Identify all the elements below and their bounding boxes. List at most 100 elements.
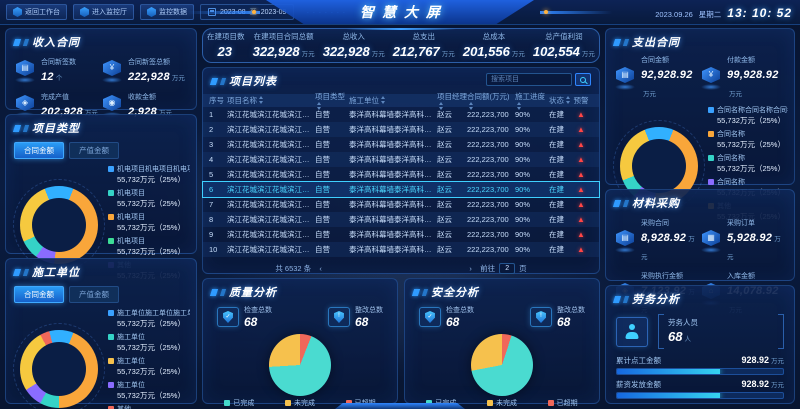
sort-icon[interactable]	[439, 101, 444, 110]
cell-status: 在建	[549, 155, 564, 164]
page-title: 智慧大屏	[360, 4, 448, 20]
title-mark-icon	[421, 288, 429, 296]
legend-label: 合同名称合同名称合同名...	[717, 107, 788, 114]
labor-summary: 劳务人员 68 人	[606, 310, 794, 351]
search-icon	[580, 76, 586, 83]
kpi-value: 92,928.92	[641, 69, 693, 81]
legend-item[interactable]: 施工单位 55,732万元（25%）	[108, 356, 190, 377]
column-header-amount[interactable]: 合同额(万元)	[467, 91, 515, 111]
sort-icon[interactable]	[566, 96, 571, 104]
title-mark-icon	[22, 124, 30, 132]
legend-item[interactable]: 施工单位 55,732万元（25%）	[108, 380, 190, 401]
legend-item[interactable]: 合同名称合同名称合同名... 55,732万元（25%）	[708, 105, 788, 126]
nav-button[interactable]: 进入监控厅	[73, 4, 134, 20]
table-row[interactable]: 3 滨江花城滨江花城滨江二期项... 自营 泰洋高科幕墙泰洋高科有限公... 赵…	[203, 137, 599, 152]
legend-label: 机电项目机电项目机电项...	[117, 166, 190, 173]
legend-item[interactable]: 未完成 15	[284, 398, 315, 409]
stat-label: 总支出	[412, 31, 436, 41]
cell-progress: 90%	[515, 185, 531, 194]
warning-icon: ▲	[577, 245, 585, 254]
cell-progress: 90%	[515, 110, 531, 119]
bar-value: 928.92	[741, 355, 769, 365]
date-end[interactable]: 2023-09	[260, 8, 287, 16]
sort-icon[interactable]	[381, 96, 386, 104]
cell-project-name: 滨江花城滨江花城滨江二期项...	[227, 185, 315, 194]
table-row[interactable]: 10 滨江花城滨江花城滨江二期项... 自营 泰洋高科幕墙泰洋高科有限公... …	[203, 242, 599, 257]
cell-construction-unit: 泰洋高科幕墙泰洋高科有限公...	[349, 155, 437, 164]
title-mark-icon	[219, 77, 227, 85]
legend-item[interactable]: 机电项目 55,732万元（25%）	[108, 236, 190, 257]
quality-pie-chart	[269, 334, 331, 396]
kpi-unit: 万元	[641, 236, 695, 261]
table-row[interactable]: 1 滨江花城滨江花城滨江二期项... 自营 泰洋高科幕墙泰洋高科有限公... 赵…	[203, 107, 599, 122]
page-jump-input[interactable]	[499, 262, 516, 274]
stat-chip: ! 整改总数 68	[328, 305, 383, 329]
sort-icon[interactable]	[317, 101, 322, 110]
sort-icon[interactable]	[517, 101, 522, 110]
tab-contract-amount[interactable]: 合同金额	[14, 142, 64, 159]
tab-output-amount[interactable]: 产值金额	[69, 286, 119, 303]
title-mark-icon	[12, 124, 22, 132]
nav-button[interactable]: 返回工作台	[6, 4, 67, 20]
column-header-no: 序号	[209, 96, 224, 105]
cell-manager: 赵云	[437, 170, 452, 179]
sort-icon[interactable]	[469, 101, 474, 110]
legend-item[interactable]: 施工单位 55,732万元（25%）	[108, 332, 190, 353]
legend-item[interactable]: 已完成 75	[224, 398, 254, 409]
payment-amount-icon: ¥	[700, 66, 722, 90]
table-row[interactable]: 7 滨江花城滨江花城滨江二期项... 自营 泰洋高科幕墙泰洋高科有限公... 赵…	[203, 197, 599, 212]
legend-item[interactable]: 其他 55,732万元（25%）	[108, 404, 190, 409]
kpi-label: 合同新签数	[41, 59, 76, 66]
donut-wrap	[13, 322, 105, 409]
prev-page-button[interactable]: ‹	[319, 263, 322, 273]
title-mark-icon	[22, 268, 30, 276]
legend-item[interactable]: 已超期 26	[547, 398, 578, 409]
column-header-project-type[interactable]: 项目类型	[315, 91, 349, 111]
column-header-progress[interactable]: 施工进度	[515, 91, 549, 111]
legend-label: 施工单位	[117, 382, 145, 389]
table-row[interactable]: 5 滨江花城滨江花城滨江二期项... 自营 泰洋高科幕墙泰洋高科有限公... 赵…	[203, 167, 599, 182]
cell-no: 4	[209, 155, 214, 164]
next-page-button[interactable]: ›	[469, 263, 472, 273]
legend-item[interactable]: 合同名称 55,732万元（25%）	[708, 153, 788, 174]
legend-item[interactable]: 合同名称 55,732万元（25%）	[708, 129, 788, 150]
table-row[interactable]: 4 滨江花城滨江花城滨江二期项... 自营 泰洋高科幕墙泰洋高科有限公... 赵…	[203, 152, 599, 167]
cell-construction-unit: 泰洋高科幕墙泰洋高科有限公...	[349, 230, 437, 239]
legend-swatch	[108, 238, 114, 244]
cell-manager: 赵云	[437, 110, 452, 119]
legend-item[interactable]: 机电项目机电项目机电项... 55,732万元（25%）	[108, 164, 190, 185]
column-header-construction-unit[interactable]: 施工单位	[349, 95, 437, 106]
summary-stat: 总产值利润 102,554 万元	[533, 31, 595, 61]
column-header-project-name[interactable]: 项目名称	[227, 95, 315, 106]
search-input[interactable]	[486, 73, 572, 86]
cell-project-type: 自营	[315, 230, 330, 239]
search-button[interactable]	[575, 73, 591, 86]
column-header-status[interactable]: 状态	[549, 95, 573, 106]
title-mark-icon	[219, 288, 227, 296]
search-bar	[486, 73, 591, 86]
cell-no: 1	[209, 110, 214, 119]
cell-no: 3	[209, 140, 214, 149]
column-header-manager[interactable]: 项目经理	[437, 91, 467, 111]
construction-unit-tabs: 合同金额 产值金额	[6, 283, 196, 306]
kpi-item: ▤ 采购合同 8,928.92 万元	[614, 218, 700, 264]
tab-contract-amount[interactable]: 合同金额	[14, 286, 64, 303]
sort-icon[interactable]	[259, 96, 264, 104]
tab-output-amount[interactable]: 产值金额	[69, 142, 119, 159]
cell-amount: 222,223,700	[467, 155, 509, 164]
warning-icon: ▲	[577, 155, 585, 164]
legend-item[interactable]: 机电项目 55,732万元（25%）	[108, 188, 190, 209]
legend-item[interactable]: 施工单位施工单位施工单... 55,732万元（25%）	[108, 308, 190, 329]
legend-value: 55,732万元（25%）	[717, 140, 785, 149]
table-row[interactable]: 2 滨江花城滨江花城滨江二期项... 自营 泰洋高科幕墙泰洋高科有限公... 赵…	[203, 122, 599, 137]
legend-item[interactable]: 机电项目 55,732万元（25%）	[108, 212, 190, 233]
legend-value: 55,732万元（25%）	[717, 116, 785, 125]
table-row[interactable]: 6 滨江花城滨江花城滨江二期项... 自营 泰洋高科幕墙泰洋高科有限公... 赵…	[202, 181, 600, 198]
table-row[interactable]: 8 滨江花城滨江花城滨江二期项... 自营 泰洋高科幕墙泰洋高科有限公... 赵…	[203, 212, 599, 227]
warning-icon: ▲	[577, 230, 585, 239]
nav-button[interactable]: 监控数据	[140, 4, 194, 20]
table-row[interactable]: 9 滨江花城滨江花城滨江二期项... 自营 泰洋高科幕墙泰洋高科有限公... 赵…	[203, 227, 599, 242]
legend-item[interactable]: 未完成 26	[486, 398, 517, 409]
stat-value: 23	[217, 43, 233, 59]
quality-stats: ✓ 检查总数 68 ! 整改总数 68	[203, 303, 397, 331]
